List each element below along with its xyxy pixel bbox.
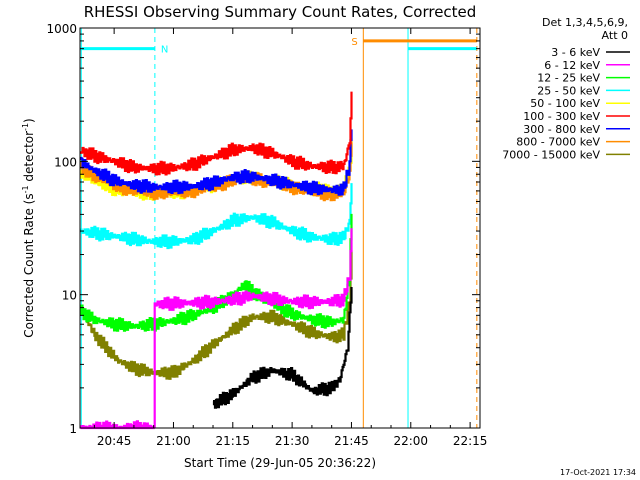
chart-title: RHESSI Observing Summary Count Rates, Co… <box>84 3 477 21</box>
series-line-3-6keV <box>212 287 353 409</box>
night-flag-label: N <box>161 45 168 56</box>
legend-label: 7000 - 15000 keV <box>502 148 600 161</box>
x-tick-label: 21:30 <box>275 434 310 448</box>
x-axis-label: Start Time (29-Jun-05 20:36:22) <box>184 456 376 470</box>
legend-label: 3 - 6 keV <box>551 46 600 59</box>
x-tick-label: 21:15 <box>215 434 250 448</box>
y-tick-label: 100 <box>54 155 77 169</box>
series-line-6-12keV <box>80 228 353 430</box>
series-line-100-300keV <box>80 91 353 176</box>
y-tick-label: 1000 <box>46 22 77 36</box>
legend-label: 12 - 25 keV <box>537 72 600 85</box>
x-tick-label: 21:45 <box>334 434 369 448</box>
x-tick-label: 22:15 <box>453 434 488 448</box>
legend-header-line-2: Att 0 <box>602 29 628 42</box>
series-line-300-800keV <box>80 129 353 196</box>
y-axis-ticks: 1 10 100 1000 <box>46 22 480 436</box>
legend-label: 25 - 50 keV <box>537 84 600 97</box>
x-tick-label: 20:45 <box>97 434 132 448</box>
x-tick-label: 21:00 <box>156 434 191 448</box>
plot-frame <box>79 27 481 429</box>
series-layer <box>80 91 353 430</box>
saa-flag-label: S <box>351 37 357 48</box>
legend-header-line-1: Det 1,3,4,5,6,9, <box>542 16 628 29</box>
series-line-7000-15000keV <box>80 250 353 380</box>
legend-label: 6 - 12 keV <box>544 59 600 72</box>
legend-label: 100 - 300 keV <box>523 110 600 123</box>
y-axis-label: Corrected Count Rate (s-1 detector-1) <box>21 118 36 337</box>
y-tick-label: 1 <box>69 422 77 436</box>
series-line-25-50keV <box>80 183 353 250</box>
x-tick-label: 22:00 <box>393 434 428 448</box>
legend-label: 800 - 7000 keV <box>516 136 600 149</box>
annotation-layer: NS <box>80 28 478 428</box>
legend-label: 50 - 100 keV <box>530 97 600 110</box>
y-tick-label: 10 <box>62 289 77 303</box>
legend-label: 300 - 800 keV <box>523 123 600 136</box>
x-axis-ticks: 20:45 21:00 21:15 21:30 21:45 22:00 22:15 <box>93 28 488 448</box>
series-line-12-25keV <box>80 213 353 332</box>
generation-timestamp: 17-Oct-2021 17:34 <box>560 468 636 477</box>
